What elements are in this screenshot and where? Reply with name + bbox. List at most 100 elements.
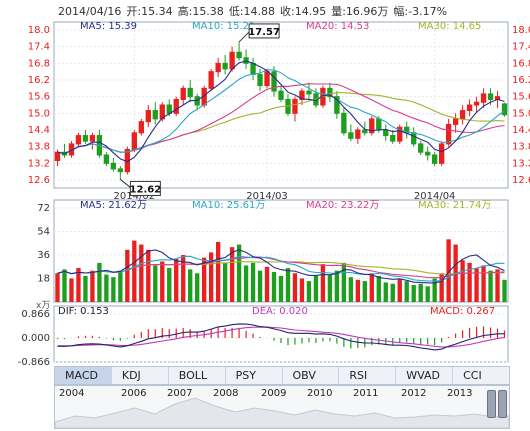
tab-obv[interactable]: OBV bbox=[283, 367, 340, 384]
timeline-year: 2013 bbox=[447, 388, 473, 399]
volume-bar bbox=[243, 265, 249, 302]
volume-bar bbox=[69, 278, 74, 302]
macd-y-tick: -0.866 bbox=[18, 357, 50, 368]
volume-bar bbox=[174, 258, 179, 302]
low-label: 12.62 bbox=[130, 184, 162, 195]
volume-bar bbox=[62, 269, 67, 302]
candle bbox=[117, 168, 124, 173]
timeline-year: 2011 bbox=[353, 388, 379, 399]
candle bbox=[187, 87, 193, 98]
y-tick-label-right: 16.2 bbox=[512, 75, 530, 86]
candle bbox=[466, 104, 473, 112]
volume-bar bbox=[285, 268, 291, 302]
timeline-right-handle[interactable] bbox=[498, 390, 507, 418]
y-tick-label-right: 16.8 bbox=[512, 58, 530, 69]
volume-bar bbox=[460, 260, 465, 302]
tab-rsi[interactable]: RSI bbox=[339, 367, 397, 384]
volume-bar bbox=[313, 275, 319, 302]
candle bbox=[501, 103, 508, 116]
volume-bar bbox=[118, 270, 123, 302]
volume-bar bbox=[320, 264, 326, 302]
volume-legend-item: MA20: 23.22万 bbox=[306, 200, 379, 211]
volume-unit: x万 bbox=[36, 301, 50, 311]
volume-bar bbox=[271, 271, 277, 302]
candle bbox=[369, 118, 375, 134]
candle bbox=[431, 154, 438, 164]
tab-psy[interactable]: PSY bbox=[226, 367, 283, 384]
volume-y-tick: 54 bbox=[37, 227, 50, 238]
y-tick-label: 13.8 bbox=[28, 142, 50, 153]
y-tick-label: 13.2 bbox=[28, 158, 50, 169]
low-label-box bbox=[129, 180, 161, 196]
y-tick-label: 12.6 bbox=[28, 175, 50, 186]
volume-bar bbox=[474, 268, 479, 302]
candle bbox=[215, 62, 221, 73]
tab-boll[interactable]: BOLL bbox=[169, 367, 226, 384]
vol-ma10-line bbox=[57, 255, 505, 282]
y-tick-label: 17.4 bbox=[28, 42, 50, 53]
dif-line bbox=[57, 323, 505, 351]
candle bbox=[236, 51, 242, 59]
volume-bar bbox=[181, 255, 186, 302]
price-legend-item: MA30: 14.65 bbox=[418, 21, 481, 32]
candle bbox=[250, 62, 256, 75]
candle bbox=[229, 51, 235, 70]
high-pointer bbox=[238, 31, 250, 43]
volume-bar bbox=[306, 281, 312, 302]
candle bbox=[173, 98, 179, 114]
volume-bar bbox=[153, 265, 158, 302]
quote-low: 低:14.88 bbox=[228, 5, 276, 18]
volume-bar bbox=[195, 273, 200, 302]
tab-wvad[interactable]: WVAD bbox=[396, 367, 454, 384]
volume-bar bbox=[418, 283, 423, 302]
x-tick-label: 2014/04 bbox=[414, 191, 456, 202]
volume-bar bbox=[369, 273, 374, 302]
volume-bar bbox=[76, 268, 81, 302]
volume-bar bbox=[229, 247, 235, 302]
volume-y-tick: 36 bbox=[37, 250, 50, 261]
y-tick-label-right: 15.6 bbox=[512, 92, 530, 103]
volume-bar bbox=[467, 262, 472, 302]
candle bbox=[110, 162, 117, 170]
volume-bar bbox=[202, 257, 207, 302]
volume-bar bbox=[495, 269, 500, 302]
volume-bar bbox=[215, 241, 221, 302]
timeline-year: 2010 bbox=[307, 388, 333, 399]
x-tick-label: 2014/02 bbox=[114, 191, 156, 202]
tab-kdj[interactable]: KDJ bbox=[112, 367, 169, 384]
candle bbox=[264, 71, 270, 87]
candle bbox=[75, 135, 82, 145]
volume-bar bbox=[411, 285, 416, 302]
candle bbox=[306, 90, 312, 95]
candle bbox=[473, 101, 480, 106]
timeline-navigator[interactable]: 2004 2006 2007 2008 2009 2010 2011 2012 … bbox=[54, 385, 510, 429]
volume-bar bbox=[334, 270, 340, 302]
tab-macd[interactable]: MACD bbox=[55, 367, 112, 384]
volume-bar bbox=[327, 274, 333, 302]
ma5-line bbox=[57, 60, 505, 163]
volume-bar bbox=[348, 277, 354, 302]
macd-legend-dea: DEA: 0.020 bbox=[252, 306, 308, 317]
quote-date: 2014/04/16 bbox=[58, 5, 122, 18]
quote-header: 2014/04/16 开:15.34 高:15.38 低:14.88 收:14.95 量:… bbox=[58, 3, 452, 19]
volume-bar bbox=[250, 262, 256, 302]
volume-bar bbox=[167, 268, 172, 302]
tab-cci[interactable]: CCI bbox=[463, 369, 482, 382]
candle bbox=[480, 93, 487, 103]
candle bbox=[459, 110, 466, 120]
candle bbox=[390, 135, 396, 142]
indicator-tabs: MACD KDJ BOLL PSY OBV RSI WVAD CCI bbox=[54, 366, 510, 385]
volume-bar bbox=[299, 278, 305, 302]
price-legend-item: MA20: 14.53 bbox=[306, 21, 369, 32]
y-tick-label: 18.0 bbox=[28, 25, 50, 36]
y-tick-label: 14.4 bbox=[28, 125, 50, 136]
volume-bar bbox=[292, 273, 298, 302]
candle bbox=[411, 132, 417, 145]
volume-bar bbox=[432, 278, 437, 302]
timeline-left-handle[interactable] bbox=[487, 390, 496, 418]
candle bbox=[438, 143, 445, 164]
volume-bar bbox=[383, 282, 388, 302]
volume-legend-item: MA10: 25.61万 bbox=[192, 200, 265, 211]
candle bbox=[418, 143, 424, 153]
volume-y-tick: 72 bbox=[37, 203, 50, 214]
